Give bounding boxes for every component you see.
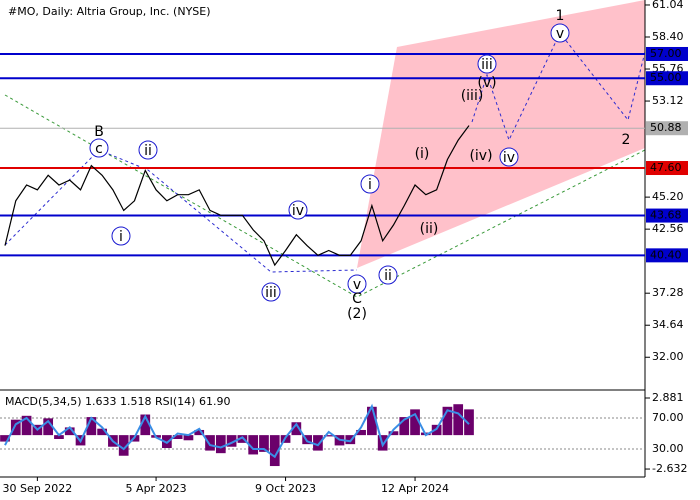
wave-label: 1: [556, 8, 565, 24]
y-tick-label: 45.20: [652, 190, 684, 203]
y-tick-label: 53.12: [652, 94, 684, 107]
level-label: 57.00: [650, 47, 682, 60]
level-label: 43.68: [650, 209, 682, 222]
wave-label: 2: [622, 132, 631, 148]
wave-circle: [477, 54, 497, 74]
wave-label: (i): [415, 146, 430, 162]
y-tick-label: 37.28: [652, 286, 684, 299]
y-tick-label: 2.881: [652, 391, 684, 404]
macd-bar: [356, 429, 366, 436]
wave-circle: [111, 226, 131, 246]
macd-bar: [54, 435, 64, 439]
macd-bar: [172, 435, 183, 439]
chart-title: #MO, Daily: Altria Group, Inc. (NYSE): [8, 5, 211, 18]
wave-circle: [288, 200, 308, 220]
wave-label: (v): [477, 75, 496, 91]
wave-label: ii: [384, 268, 392, 284]
level-label-box: [646, 71, 688, 86]
macd-bar: [140, 414, 151, 436]
macd-bar: [453, 404, 464, 436]
level-label-box: [646, 208, 688, 223]
level-label-box: [646, 46, 688, 61]
wave-label: (2): [347, 306, 367, 322]
macd-bar: [194, 429, 205, 436]
macd-bar: [86, 417, 97, 436]
y-tick-label: 58.40: [652, 30, 684, 43]
wave-circle: [550, 23, 570, 43]
wave-label: c: [95, 141, 103, 157]
wave-label: ii: [144, 143, 152, 159]
macd-bar: [43, 418, 54, 436]
x-tick-label: 30 Sep 2022: [3, 482, 73, 495]
wave-label: iv: [503, 150, 515, 166]
indicator-title: MACD(5,34,5) 1.633 1.518 RSI(14) 61.90: [5, 395, 230, 408]
wave-circle: [499, 147, 519, 167]
wave-label: C: [352, 291, 362, 307]
macd-bar: [464, 409, 474, 436]
y2-tick-label: 30.00: [652, 442, 684, 455]
wave-label: iii: [481, 57, 493, 73]
wave-circle: [360, 174, 380, 194]
y2-tick-label: 70.00: [652, 411, 684, 424]
wave-circle: [89, 138, 109, 158]
macd-bar: [237, 435, 248, 443]
macd-bar: [248, 435, 259, 455]
level-label-box: [646, 121, 688, 136]
wave-circle: [378, 265, 398, 285]
wave-label: iv: [292, 203, 304, 219]
wave-label: iii: [265, 285, 277, 301]
rsi-line: [4, 403, 470, 459]
wave-circle: [347, 274, 367, 294]
level-label-box: [646, 248, 688, 263]
wave-label: (ii): [420, 221, 439, 237]
wave-label: v: [556, 26, 564, 42]
macd-bar: [118, 435, 129, 456]
macd-bar: [97, 428, 107, 436]
target-channel: [357, 0, 645, 268]
x-tick-label: 5 Apr 2023: [126, 482, 187, 495]
macd-bar: [399, 417, 410, 436]
y-tick-label: -2.632: [652, 462, 687, 475]
y-tick-label: 32.00: [652, 350, 684, 363]
wave-line: [4, 149, 358, 273]
wave-label: i: [368, 177, 372, 193]
x-tick-label: 9 Oct 2023: [255, 482, 316, 495]
wave-label: B: [94, 124, 104, 140]
macd-bar: [215, 435, 226, 454]
macd-bar: [183, 435, 194, 441]
wave-circle: [138, 140, 158, 160]
macd-bar: [205, 435, 215, 451]
level-label: 47.60: [650, 161, 682, 174]
macd-bar: [269, 435, 280, 467]
wave-label: v: [353, 277, 361, 293]
macd-bar: [323, 435, 334, 437]
macd-bar: [367, 406, 377, 436]
wave-label: i: [119, 229, 123, 245]
level-label-box: [646, 161, 688, 176]
level-label: 55.00: [650, 71, 682, 84]
y-tick-label: 34.64: [652, 318, 684, 331]
x-tick-label: 12 Apr 2024: [381, 482, 449, 495]
macd-bar: [226, 435, 237, 447]
macd-bar: [388, 431, 399, 436]
macd-bar: [0, 435, 10, 442]
macd-bar: [64, 427, 75, 436]
macd-bar: [21, 415, 32, 436]
wave-label: (iv): [469, 148, 492, 164]
macd-bar: [345, 435, 356, 445]
price-line: [4, 125, 470, 267]
y-tick-label: 61.04: [652, 0, 684, 11]
wave-circle: [261, 282, 281, 302]
wave-label: (iii): [461, 88, 484, 104]
macd-bar: [410, 409, 420, 436]
macd-bar: [313, 435, 323, 451]
macd-bar: [291, 422, 302, 436]
macd-bar: [442, 406, 453, 436]
macd-bar: [259, 435, 269, 452]
y-tick-label: 42.56: [652, 222, 684, 235]
level-label: 40.40: [650, 248, 682, 261]
macd-bar: [10, 419, 21, 436]
level-label: 50.88: [650, 121, 682, 134]
